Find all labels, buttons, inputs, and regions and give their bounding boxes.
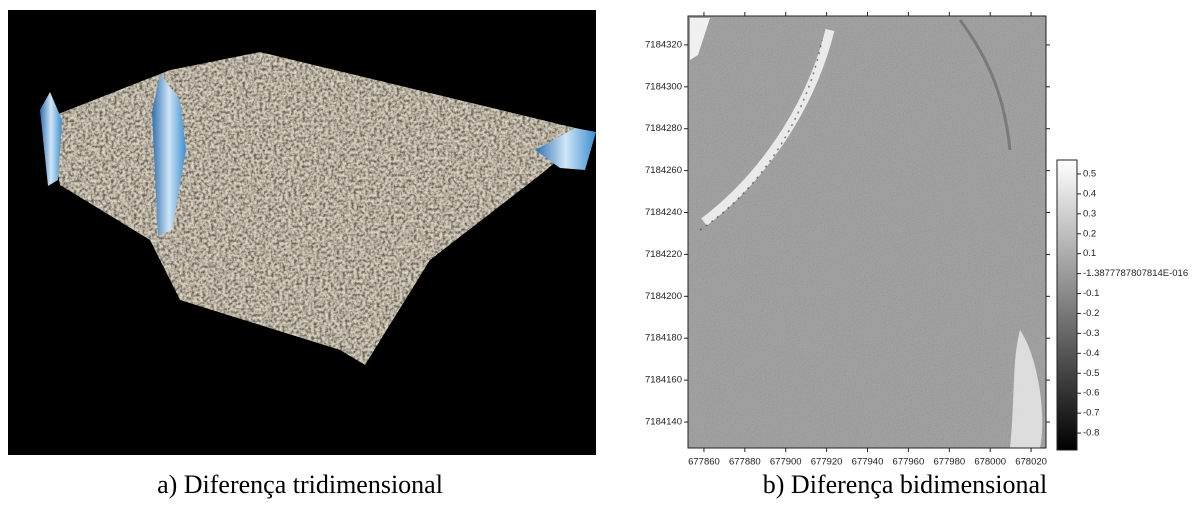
y-tick-label: 7184180 [645, 333, 682, 344]
colorbar-tick-label: -0.6 [1083, 388, 1099, 399]
y-tick-label: 7184240 [645, 207, 682, 218]
colorbar-tick-label: -0.4 [1083, 348, 1099, 359]
colorbar-tick-label: -0.7 [1083, 408, 1099, 419]
y-tick-label: 7184160 [645, 375, 682, 386]
x-tick-label: 678000 [974, 457, 1006, 468]
colorbar [1057, 160, 1077, 450]
x-tick-label: 678020 [1015, 457, 1047, 468]
x-tick-label: 677920 [811, 457, 843, 468]
colorbar-tick-label: -0.1 [1083, 288, 1099, 299]
caption: a) Diferença tridimensional [157, 470, 443, 499]
colorbar-tick-label: -0.3 [1083, 328, 1099, 339]
y-tick-label: 7184220 [645, 249, 682, 260]
colorbar-tick-label: 0.1 [1083, 248, 1096, 259]
colorbar-tick-label: 0.4 [1083, 188, 1096, 199]
x-tick-label: 677880 [729, 457, 761, 468]
colorbar-tick-label: 0.2 [1083, 228, 1096, 239]
y-tick-label: 7184200 [645, 291, 682, 302]
y-tick-label: 7184280 [645, 123, 682, 134]
figure: a) Diferença tridimensional b) Diferença… [0, 0, 1198, 502]
y-tick-label: 7184140 [645, 417, 682, 428]
colorbar-tick-label: 0.5 [1083, 168, 1096, 179]
x-tick-label: 677900 [770, 457, 802, 468]
x-tick-label: 677860 [688, 457, 720, 468]
surface-3d [8, 10, 596, 455]
y-tick-label: 7184260 [645, 165, 682, 176]
raster [688, 16, 1046, 448]
colorbar-tick-label: -0.2 [1083, 308, 1099, 319]
colorbar-tick-label: 0.3 [1083, 208, 1096, 219]
y-tick-label: 7184320 [645, 39, 682, 50]
x-tick-label: 677940 [852, 457, 884, 468]
colorbar-tick-label: -0.8 [1083, 428, 1099, 439]
caption: b) Diferença bidimensional [763, 470, 1047, 499]
map-2d [688, 16, 1077, 450]
x-tick-label: 677960 [893, 457, 925, 468]
colorbar-tick-label: -1.3877787807814E-016 [1083, 268, 1188, 279]
colorbar-tick-label: -0.5 [1083, 368, 1099, 379]
y-tick-label: 7184300 [645, 81, 682, 92]
x-tick-label: 677980 [933, 457, 965, 468]
